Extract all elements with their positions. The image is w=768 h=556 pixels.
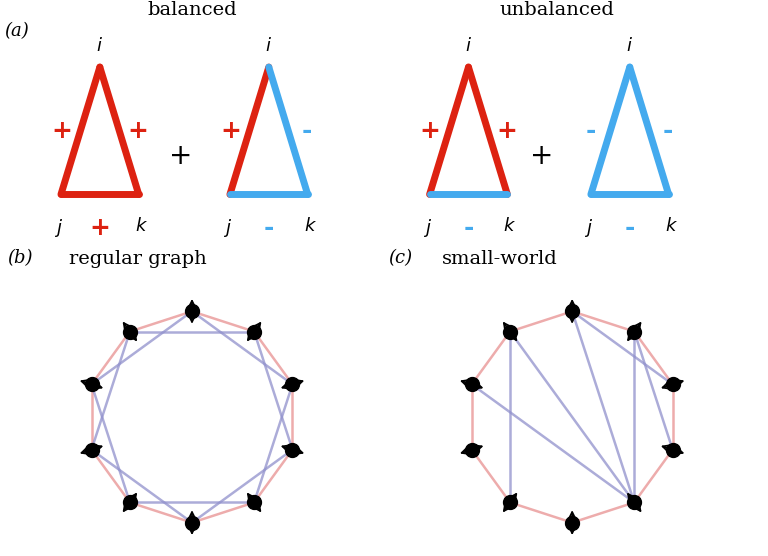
Text: -: - [463, 216, 474, 240]
Text: -: - [263, 216, 274, 240]
Text: unbalanced: unbalanced [499, 2, 614, 19]
Text: (a): (a) [4, 22, 28, 40]
Text: $i$: $i$ [96, 37, 104, 55]
Text: +: + [89, 216, 111, 240]
Text: $j$: $j$ [422, 217, 432, 240]
Text: (c): (c) [388, 250, 412, 267]
Text: +: + [220, 119, 241, 143]
Text: -: - [663, 119, 674, 143]
Text: small-world: small-world [442, 250, 558, 267]
Text: (b): (b) [8, 250, 33, 267]
Text: +: + [51, 119, 72, 143]
Text: +: + [169, 142, 192, 170]
Text: $k$: $k$ [304, 217, 316, 235]
Text: $i$: $i$ [465, 37, 472, 55]
Text: +: + [530, 142, 553, 170]
Text: $k$: $k$ [665, 217, 677, 235]
Text: +: + [496, 119, 518, 143]
Text: $j$: $j$ [223, 217, 232, 240]
Text: +: + [127, 119, 149, 143]
Text: $j$: $j$ [54, 217, 63, 240]
Text: -: - [586, 119, 597, 143]
Text: $i$: $i$ [626, 37, 634, 55]
Text: regular graph: regular graph [69, 250, 207, 267]
Text: $k$: $k$ [504, 217, 516, 235]
Text: -: - [302, 119, 313, 143]
Text: -: - [624, 216, 635, 240]
Text: $i$: $i$ [265, 37, 273, 55]
Text: $j$: $j$ [584, 217, 593, 240]
Text: +: + [419, 119, 441, 143]
Text: $k$: $k$ [135, 217, 147, 235]
Text: balanced: balanced [147, 2, 237, 19]
